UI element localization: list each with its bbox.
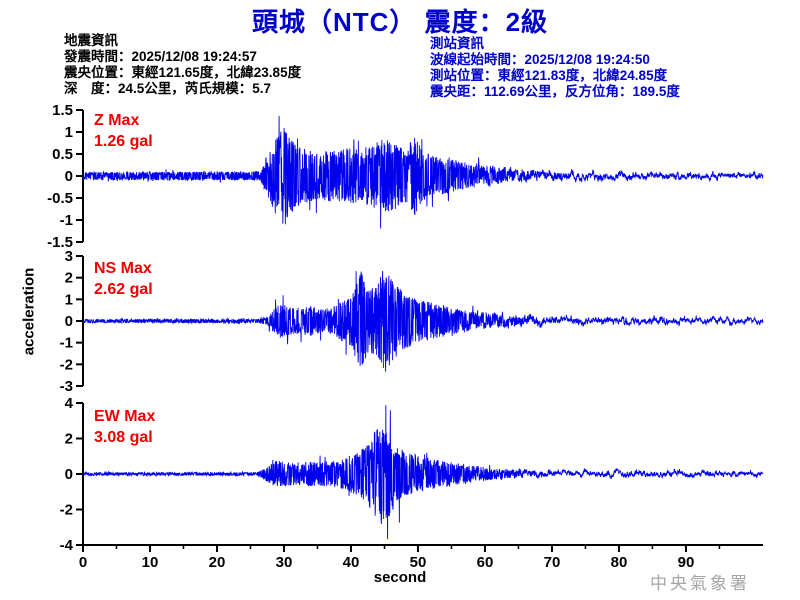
z-max-title: Z Max bbox=[94, 112, 140, 129]
x-tick-label: 80 bbox=[611, 554, 628, 571]
y-tick-label: -1.5 bbox=[47, 234, 73, 251]
x-tick-label: 10 bbox=[142, 554, 159, 571]
ew-max-value: 3.08 gal bbox=[94, 429, 153, 446]
ns-max-title: NS Max bbox=[94, 260, 152, 277]
y-tick-label: -0.5 bbox=[47, 190, 73, 207]
y-tick-label: -4 bbox=[60, 537, 74, 554]
ew-max-label: EW Max 3.08 gal bbox=[94, 406, 155, 448]
depth-magnitude-line: 深 度：24.5公里，芮氏規模：5.7 bbox=[64, 81, 272, 96]
y-tick-label: 0 bbox=[65, 313, 73, 330]
waveform-trace-z bbox=[82, 115, 764, 229]
y-tick-label: -3 bbox=[60, 378, 73, 395]
x-tick-label: 50 bbox=[410, 554, 427, 571]
y-axis-label: acceleration bbox=[20, 267, 38, 356]
y-tick-label: 1 bbox=[65, 124, 73, 141]
epicentral-distance-line: 震央距：112.69公里，反方位角：189.5度 bbox=[430, 84, 680, 99]
page-title: 頭城（NTC） 震度：2級 bbox=[251, 7, 549, 37]
x-tick-label: 90 bbox=[678, 554, 695, 571]
origin-time-line: 發震時間：2025/12/08 19:24:57 bbox=[64, 49, 257, 64]
station-location-line: 測站位置：東經121.83度，北緯24.85度 bbox=[430, 68, 668, 83]
y-tick-label: 2 bbox=[65, 431, 73, 448]
waveform-trace-ew bbox=[82, 405, 764, 540]
station-info-block: 測站資訊 波線起始時間：2025/12/08 19:24:50 測站位置：東經1… bbox=[430, 36, 680, 100]
y-tick-label: 1 bbox=[65, 291, 73, 308]
y-tick-label: 3 bbox=[65, 248, 73, 265]
x-tick-label: 30 bbox=[276, 554, 293, 571]
y-tick-label: 0 bbox=[65, 466, 73, 483]
earthquake-info-block: 地震資訊 發震時間：2025/12/08 19:24:57 震央位置：東經121… bbox=[64, 33, 301, 97]
station-info-heading: 測站資訊 bbox=[430, 36, 484, 51]
x-tick-label: 0 bbox=[79, 554, 87, 571]
ew-max-title: EW Max bbox=[94, 408, 156, 425]
y-tick-label: 2 bbox=[65, 270, 73, 287]
x-tick-label: 60 bbox=[477, 554, 494, 571]
agency-watermark: 中央氣象署 bbox=[650, 574, 750, 593]
z-max-label: Z Max 1.26 gal bbox=[94, 110, 153, 152]
subplot-ew: 4 2 0 -2 -4 bbox=[60, 395, 764, 554]
x-axis-label: second bbox=[373, 569, 427, 586]
y-tick-label: -2 bbox=[60, 502, 73, 519]
ns-max-label: NS Max 2.62 gal bbox=[94, 258, 153, 300]
y-tick-label: 1.5 bbox=[52, 102, 73, 119]
subplot-ns: 3 2 1 0 -1 -2 -3 bbox=[60, 248, 764, 395]
x-tick-label: 40 bbox=[343, 554, 360, 571]
ns-max-value: 2.62 gal bbox=[94, 281, 153, 298]
x-tick-label: 20 bbox=[209, 554, 226, 571]
waveform-trace-ns bbox=[82, 270, 764, 372]
epicenter-location-line: 震央位置：東經121.65度，北緯23.85度 bbox=[64, 65, 302, 80]
y-tick-label: 0.5 bbox=[52, 146, 73, 163]
y-tick-label: 0 bbox=[65, 168, 73, 185]
y-tick-label: -2 bbox=[60, 356, 73, 373]
subplot-z: 1.5 1 0.5 0 -0.5 -1 -1.5 bbox=[47, 102, 764, 251]
y-tick-label: -1 bbox=[60, 335, 73, 352]
z-max-value: 1.26 gal bbox=[94, 133, 153, 150]
y-tick-label: -1 bbox=[60, 212, 73, 229]
y-tick-label: 4 bbox=[65, 395, 74, 412]
x-axis: 0 10 20 30 40 50 60 70 80 90 bbox=[79, 544, 763, 571]
wave-start-time-line: 波線起始時間：2025/12/08 19:24:50 bbox=[430, 52, 650, 67]
earthquake-info-heading: 地震資訊 bbox=[64, 33, 118, 48]
x-tick-label: 70 bbox=[544, 554, 561, 571]
